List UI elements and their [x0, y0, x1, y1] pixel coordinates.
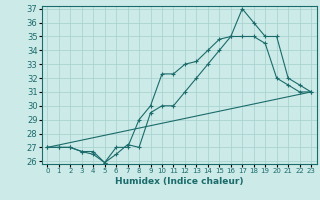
- X-axis label: Humidex (Indice chaleur): Humidex (Indice chaleur): [115, 177, 244, 186]
